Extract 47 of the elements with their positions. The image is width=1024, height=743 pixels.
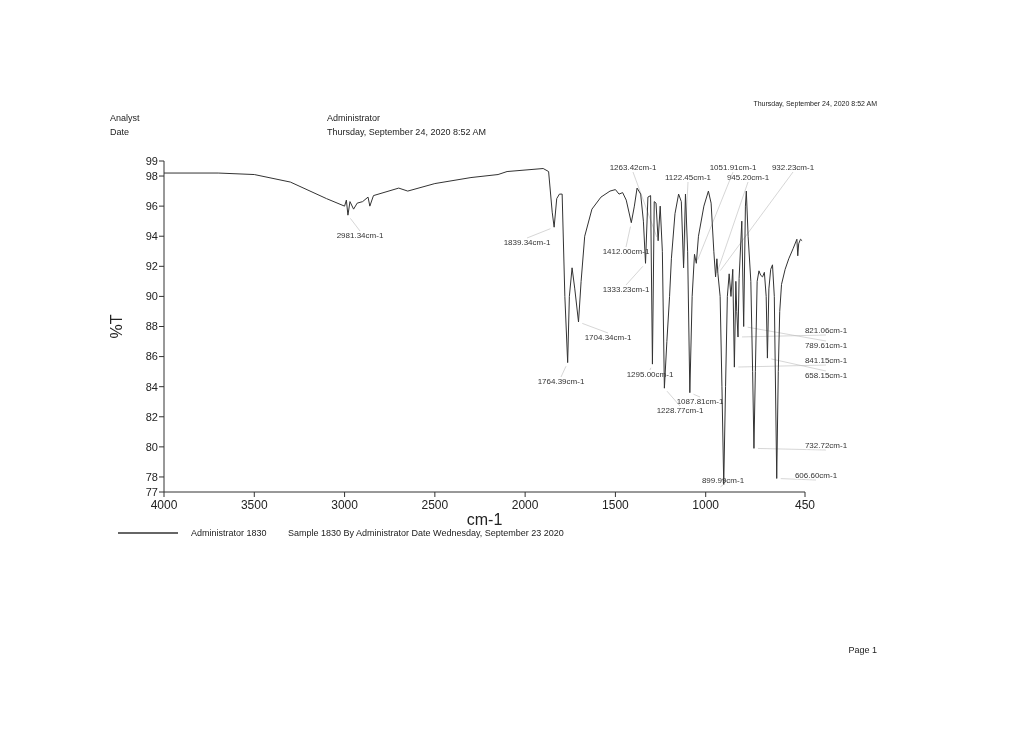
y-tick-label: 92 [145,260,158,273]
text: Administrator [327,113,381,123]
y-tick-label: 96 [145,199,158,212]
annotation: 1228.77cm-1 [656,406,704,415]
x-tick-label: 3500 [240,498,268,512]
annotation: 1704.34cm-1 [584,333,632,342]
y-tick-label: 99 [145,154,158,167]
text: Page 1 [848,645,877,655]
x-tick-label: 450 [794,498,816,512]
text: Date [110,127,130,137]
x-tick-label: 1000 [692,498,720,512]
x-tick-label: 3000 [331,498,359,512]
annotation: 1122.45cm-1 [664,173,712,182]
annotation: 789.61cm-1 [804,341,848,350]
x-tick-label: 2500 [421,498,449,512]
y-tick-label: 88 [145,320,158,333]
annotation: 1764.39cm-1 [537,377,585,386]
annotation: 1263.42cm-1 [609,163,657,172]
annotation: 2981.34cm-1 [336,231,384,240]
annotation: 658.15cm-1 [804,371,848,380]
annotation: 1051.91cm-1 [709,163,757,172]
annotation: 606.60cm-1 [794,471,838,480]
text: Thursday, September 24, 2020 8:52 AM [327,127,486,137]
x-axis-title: cm-1 [466,511,503,528]
y-axis-title: %T [108,314,125,339]
y-tick-label: 82 [145,410,158,423]
annotation: 821.06cm-1 [804,326,848,335]
text: Analyst [110,113,141,123]
y-tick-label: 86 [145,350,158,363]
y-tick-label: 77 [145,485,158,498]
text: Sample 1830 By Administrator Date Wednesday, September 23 2020 [288,528,564,538]
y-tick-label: 90 [145,290,158,303]
annotation: 841.15cm-1 [804,356,848,365]
y-tick-label: 98 [145,169,158,182]
x-tick-label: 1500 [602,498,630,512]
annotation: 1839.34cm-1 [503,238,551,247]
y-tick-label: 80 [145,440,158,453]
annotation: 945.20cm-1 [726,173,770,182]
y-tick-label: 78 [145,470,158,483]
text: Administrator 1830 [191,528,267,538]
annotation: 932.23cm-1 [771,163,815,172]
y-tick-label: 94 [145,230,158,243]
y-tick-label: 84 [145,380,158,393]
x-tick-label: 4000 [150,498,178,512]
annotation: 732.72cm-1 [804,441,848,450]
x-tick-label: 2000 [511,498,539,512]
annotation: 1333.23cm-1 [602,285,650,294]
